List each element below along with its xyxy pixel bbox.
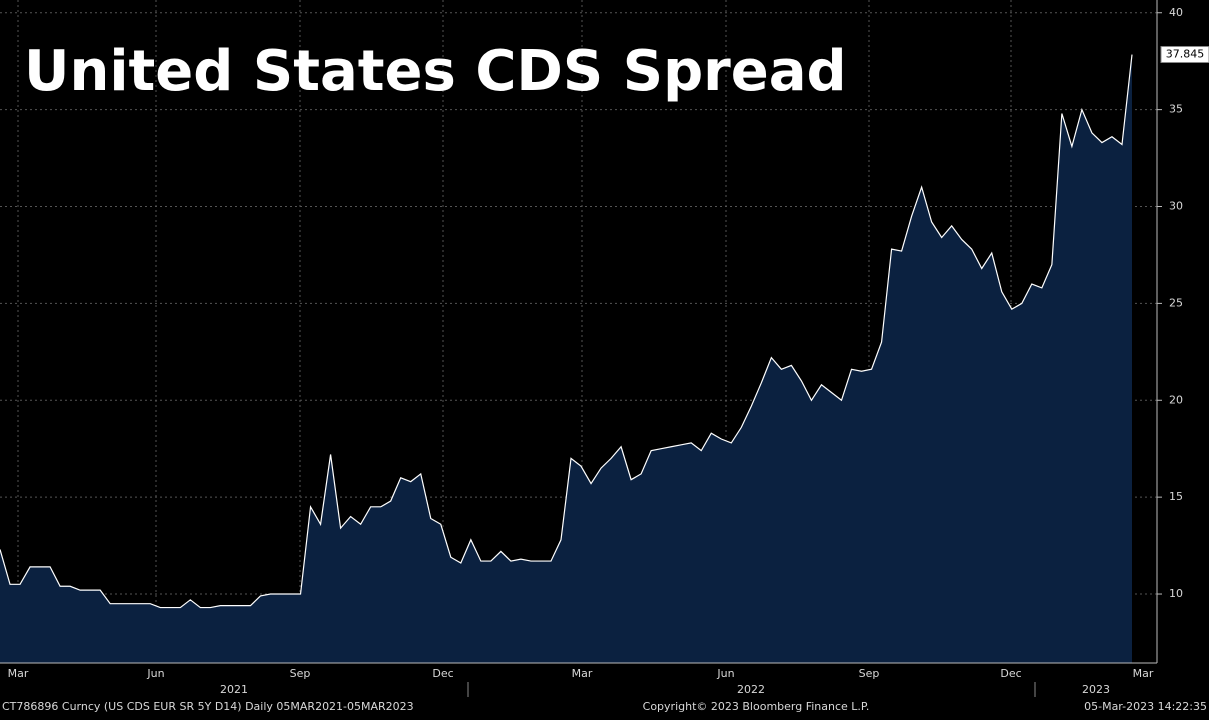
chart-title: United States CDS Spread [24, 39, 847, 104]
x-tick-label: Mar [8, 667, 29, 680]
year-label: 2022 [737, 683, 765, 696]
year-label: 2021 [220, 683, 248, 696]
x-tick-label: Jun [716, 667, 734, 680]
y-tick-label: 30 [1169, 200, 1183, 213]
y-tick-label: 10 [1169, 587, 1183, 600]
y-tick-label: 25 [1169, 296, 1183, 309]
x-tick-label: Jun [146, 667, 164, 680]
last-value-box [1160, 46, 1209, 64]
year-label: 2023 [1082, 683, 1110, 696]
y-tick-label: 35 [1169, 103, 1183, 116]
footer-right: 05-Mar-2023 14:22:35 [1084, 700, 1207, 713]
footer-left: CT786896 Curncy (US CDS EUR SR 5Y D14) D… [2, 700, 414, 713]
x-tick-label: Dec [1000, 667, 1021, 680]
line [0, 54, 1133, 609]
x-tick-label: Sep [290, 667, 311, 680]
last-value-label: 37.845 [1166, 48, 1205, 61]
x-tick-label: Mar [1133, 667, 1154, 680]
x-tick-label: Dec [432, 667, 453, 680]
x-tick-label: Sep [859, 667, 880, 680]
area [0, 54, 1132, 663]
y-tick-label: 20 [1169, 393, 1183, 406]
x-tick-label: Mar [572, 667, 593, 680]
plot-area [0, 0, 1157, 663]
y-tick-label: 40 [1169, 6, 1183, 19]
footer-center: Copyright© 2023 Bloomberg Finance L.P. [643, 700, 870, 713]
y-tick-label: 15 [1169, 490, 1183, 503]
